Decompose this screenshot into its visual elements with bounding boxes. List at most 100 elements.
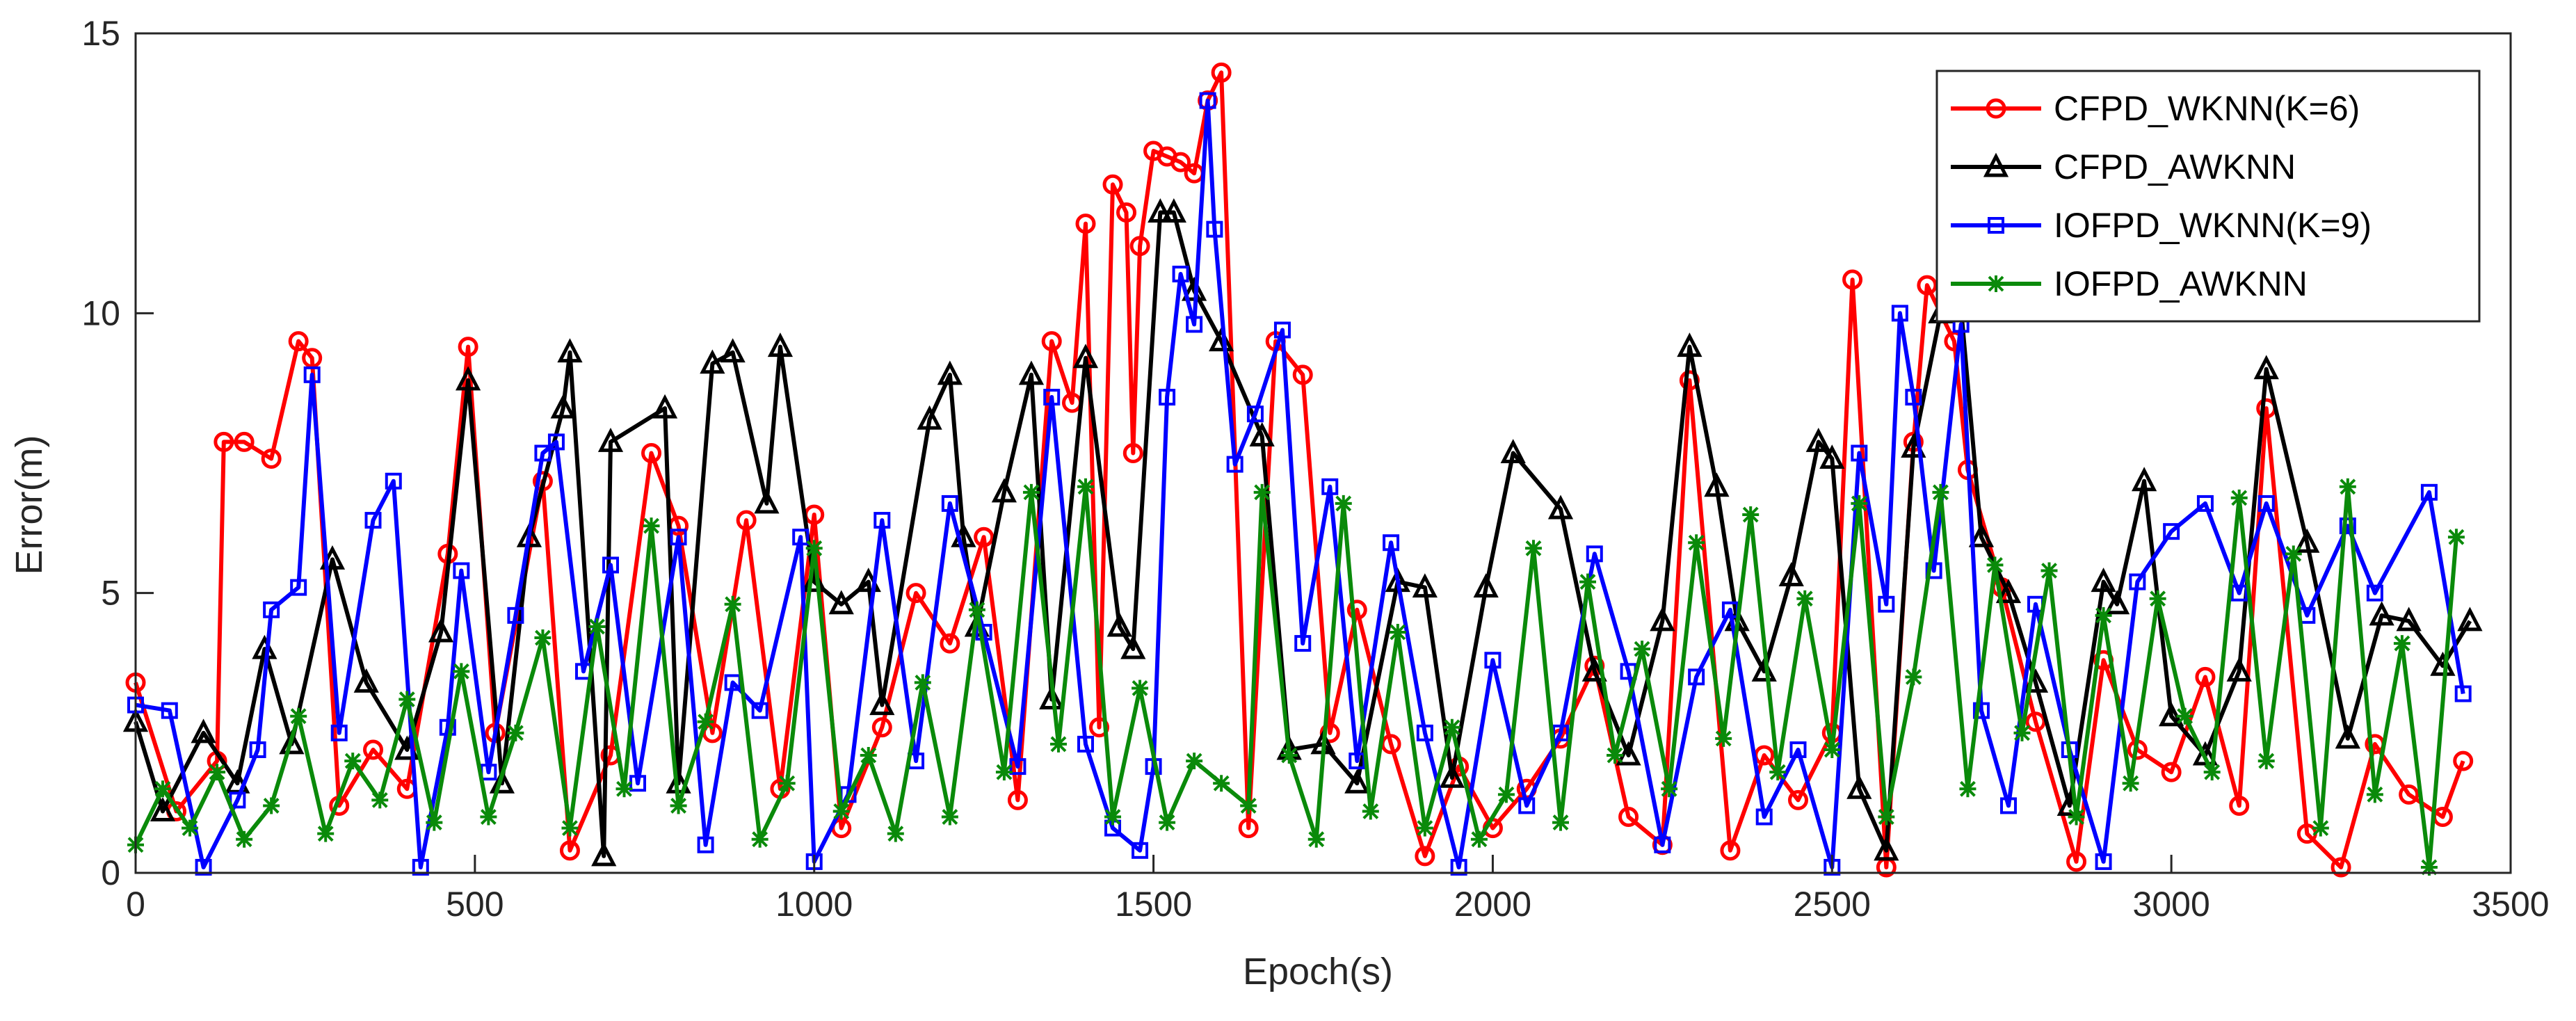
legend-marker (1986, 98, 2006, 119)
data-point (871, 717, 892, 738)
data-point (2339, 517, 2356, 535)
data-point (1041, 331, 1062, 352)
data-point (1416, 724, 1433, 741)
data-point (2068, 808, 2085, 826)
data-point (1688, 534, 1705, 552)
data-point (2399, 784, 2420, 805)
data-point (1335, 495, 1352, 512)
data-point (697, 836, 714, 853)
data-point (2457, 606, 2483, 632)
data-point (1159, 814, 1176, 831)
data-point (2312, 819, 2329, 837)
x-tick-label: 1000 (775, 885, 853, 924)
data-point (2253, 355, 2279, 380)
data-point (439, 718, 456, 736)
data-point (480, 808, 497, 826)
data-point (489, 769, 515, 794)
legend-item: CFPD_WKNN(K=6) (1951, 89, 2360, 128)
data-point (1170, 152, 1191, 172)
legend-label: IOFPD_AWKNN (2054, 264, 2308, 303)
data-point (1148, 198, 1173, 223)
data-point (1249, 421, 1275, 447)
data-point (1715, 730, 1732, 747)
x-tick-label: 2000 (1454, 885, 1531, 924)
data-point (2339, 478, 2356, 495)
x-tick-label: 3000 (2133, 885, 2210, 924)
data-point (1650, 606, 1675, 632)
data-point (317, 825, 335, 842)
data-point (2176, 707, 2193, 725)
data-point (547, 433, 565, 451)
data-point (2453, 750, 2474, 771)
data-point (234, 431, 255, 452)
data-point (2129, 573, 2146, 590)
data-point (2095, 606, 2112, 624)
data-point (1116, 202, 1137, 223)
data-point (1579, 573, 1597, 590)
data-point (2104, 590, 2130, 615)
data-point (1089, 717, 1110, 738)
data-point (1968, 522, 1995, 547)
data-point (1891, 305, 1908, 322)
data-point (2369, 601, 2394, 626)
data-point (2230, 584, 2248, 602)
data-point (778, 775, 796, 792)
data-point (1842, 269, 1863, 290)
data-point (1824, 741, 1841, 758)
data-point (2091, 568, 2116, 593)
data-point (1905, 389, 1922, 406)
data-point (2229, 795, 2250, 816)
data-point (353, 668, 379, 693)
data-point (1049, 735, 1067, 753)
data-point (615, 780, 633, 798)
data-point (1905, 668, 1922, 686)
data-point (263, 797, 280, 814)
data-point (161, 702, 178, 719)
data-point (887, 825, 904, 842)
data-point (1018, 360, 1045, 385)
data-point (1415, 846, 1435, 867)
data-point (767, 332, 794, 357)
data-point (1292, 364, 1313, 385)
data-point (1253, 483, 1271, 501)
data-point (2396, 606, 2422, 632)
data-point (1132, 680, 1149, 697)
data-point (330, 724, 348, 741)
data-point (364, 512, 382, 529)
data-point (1022, 483, 1040, 501)
legend-item: IOFPD_WKNN(K=9) (1951, 206, 2372, 245)
data-point (1851, 495, 1868, 512)
data-point (941, 808, 958, 826)
data-point (588, 618, 606, 635)
legend: CFPD_WKNN(K=6) CFPD_AWKNN IOFPD_WKNN(K=9) I… (1935, 70, 2481, 323)
series-line (134, 210, 2472, 858)
data-point (1788, 789, 1808, 810)
data-point (1720, 840, 1741, 861)
data-point (754, 489, 780, 514)
data-point (641, 443, 662, 463)
data-point (1246, 405, 1264, 423)
data-point (2025, 712, 2046, 732)
data-point (288, 331, 309, 352)
data-point (455, 366, 481, 391)
data-point (2040, 562, 2058, 579)
data-point (2192, 741, 2219, 766)
data-point (1547, 495, 1574, 520)
data-point (1634, 641, 1651, 658)
data-point (1789, 741, 1807, 758)
data-point (1273, 321, 1291, 339)
data-point (1072, 344, 1099, 369)
data-point (643, 517, 660, 535)
legend-box (1935, 70, 2481, 323)
data-point (1470, 830, 1488, 848)
data-point (1039, 685, 1065, 710)
data-point (670, 529, 687, 546)
data-point (1129, 236, 1150, 257)
y-tick-label: 10 (81, 294, 120, 332)
data-point (869, 691, 895, 716)
data-point (1616, 741, 1641, 766)
data-point (279, 730, 305, 755)
data-point (2226, 657, 2252, 682)
data-point (602, 556, 619, 574)
plot-frame (134, 32, 2512, 874)
